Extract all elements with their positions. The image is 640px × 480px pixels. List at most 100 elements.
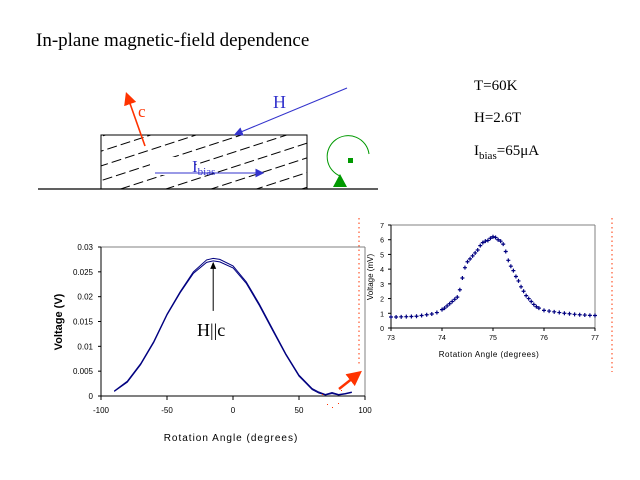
- inset-data-point: [498, 239, 503, 244]
- inset-data-point: [567, 311, 572, 316]
- main-x-tick-label: -50: [161, 406, 173, 415]
- h-parallel-c-annotation: H||c: [197, 320, 225, 340]
- inset-data-point: [409, 314, 414, 319]
- inset-y-tick-label: 2: [380, 297, 384, 304]
- inset-data-point: [516, 278, 521, 283]
- main-x-axis-label: Rotation Angle (degrees): [164, 433, 299, 444]
- main-series-line: [113, 260, 352, 396]
- inset-data-point: [457, 287, 462, 292]
- main-x-tick-label: 0: [231, 406, 236, 415]
- inset-data-point: [399, 314, 404, 319]
- inset-y-tick-label: 7: [380, 223, 384, 230]
- inset-data-point: [521, 289, 526, 294]
- inset-data-point: [389, 314, 393, 319]
- c-axis-label: c: [138, 102, 146, 121]
- inset-data-point: [577, 312, 582, 317]
- sample-block: [100, 134, 308, 190]
- annotation-arrowhead: [210, 261, 217, 269]
- inset-data-point: [501, 242, 506, 247]
- slide-title: In-plane magnetic-field dependence: [36, 30, 310, 51]
- inset-data-point: [483, 239, 488, 244]
- inset-y-tick-label: 6: [380, 238, 384, 245]
- inset-x-tick-label: 74: [438, 335, 446, 342]
- inset-y-tick-label: 1: [380, 311, 384, 318]
- inset-data-point: [587, 313, 592, 318]
- main-y-tick-label: 0.025: [73, 268, 94, 277]
- main-y-tick-label: 0.01: [77, 342, 93, 351]
- inset-data-point: [485, 238, 490, 243]
- inset-y-axis-label: Voltage (mV): [366, 254, 375, 301]
- inset-data-point: [452, 297, 457, 302]
- inset-x-tick-label: 77: [591, 335, 599, 342]
- inset-data-point: [480, 240, 485, 245]
- inset-data-point: [572, 312, 577, 317]
- sample-geometry-diagram: c H Ibias: [38, 87, 378, 190]
- main-x-tick-label: 100: [358, 406, 372, 415]
- inset-data-point: [562, 311, 567, 316]
- main-y-axis-label: Voltage (V): [53, 293, 65, 350]
- field-label: H: [273, 92, 286, 112]
- inset-x-tick-label: 75: [489, 335, 497, 342]
- param-field: H=2.6T: [474, 110, 522, 126]
- inset-data-point: [511, 268, 516, 273]
- inset-data-point: [506, 258, 511, 263]
- inset-data-point: [552, 309, 557, 314]
- inset-data-point: [503, 249, 508, 254]
- inset-data-point: [447, 301, 452, 306]
- main-y-tick-label: 0.03: [77, 243, 93, 252]
- main-y-tick-label: 0.005: [73, 367, 94, 376]
- inset-data-point: [404, 314, 409, 319]
- inset-data-point: [536, 306, 541, 311]
- inset-data-point: [531, 302, 536, 307]
- field-arrow: [233, 87, 348, 136]
- inset-data-point: [582, 313, 587, 318]
- inset-data-point: [473, 250, 478, 255]
- main-x-tick-label: -100: [93, 406, 110, 415]
- inset-data-point: [450, 299, 455, 304]
- inset-data-point: [434, 310, 439, 315]
- inset-data-point: [475, 248, 480, 253]
- inset-data-point: [496, 237, 501, 242]
- inset-data-point: [445, 303, 450, 308]
- inset-data-point: [440, 307, 444, 312]
- ibias-label: Ibias: [192, 157, 215, 178]
- inset-y-tick-label: 5: [380, 252, 384, 259]
- zoom-arrow-icon: [338, 370, 362, 390]
- inset-data-point: [468, 256, 473, 261]
- inset-y-tick-label: 0: [380, 326, 384, 333]
- main-y-tick-label: 0.02: [77, 293, 93, 302]
- inset-data-point: [455, 295, 460, 300]
- param-temperature: T=60K: [474, 78, 518, 94]
- inset-data-point: [394, 314, 399, 319]
- main-x-tick-label: 50: [295, 406, 304, 415]
- inset-data-point: [542, 308, 546, 313]
- main-voltage-chart: 0 0.005 0.01 0.015 0.02 0.025 0.03 -100 -50 0 50 10…: [53, 243, 372, 444]
- param-ibias: Ibias=65μA: [474, 143, 540, 162]
- zoom-region-dots: [322, 390, 342, 408]
- inset-data-point: [460, 275, 465, 280]
- rotation-arc-icon: [326, 135, 370, 177]
- inset-x-tick-label: 76: [540, 335, 548, 342]
- inset-data-point: [424, 312, 429, 317]
- main-y-tick-label: 0.015: [73, 318, 94, 327]
- inset-data-point: [470, 253, 475, 258]
- inset-data-point: [429, 312, 434, 317]
- inset-y-tick-label: 4: [380, 267, 384, 274]
- inset-peak-chart: 0 1 2 3 4 5 6 7 73 74 75 76 77 Rotation Angle (degre…: [366, 223, 599, 359]
- inset-data-point: [526, 296, 531, 301]
- inset-data-point: [519, 284, 524, 289]
- inset-data-point: [508, 264, 513, 269]
- inset-data-point: [414, 314, 419, 319]
- inset-data-point: [462, 265, 467, 270]
- inset-data-point: [524, 293, 529, 298]
- inset-data-point: [419, 313, 424, 318]
- inset-data-point: [557, 310, 562, 315]
- inset-data-point: [513, 274, 518, 279]
- inset-data-point: [493, 235, 498, 240]
- inset-data-point: [442, 306, 447, 311]
- inset-data-point: [534, 304, 539, 309]
- inset-data-point: [547, 309, 552, 314]
- main-y-tick-label: 0: [89, 392, 94, 401]
- inset-data-point: [593, 313, 597, 318]
